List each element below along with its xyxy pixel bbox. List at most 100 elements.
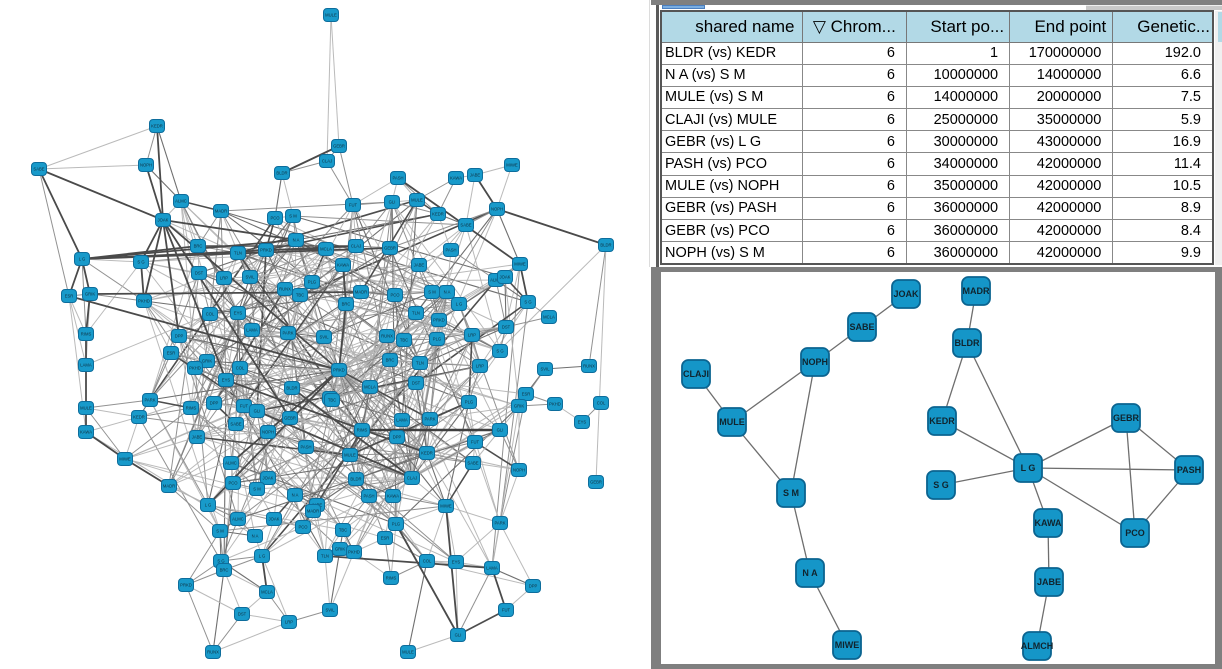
svg-text:PLG: PLG xyxy=(465,400,473,405)
svg-text:PASH: PASH xyxy=(392,176,403,181)
svg-text:GRIK: GRIK xyxy=(85,292,95,297)
svg-text:LAMA: LAMA xyxy=(486,566,498,571)
svg-text:EYS: EYS xyxy=(234,311,243,316)
svg-text:BRC: BRC xyxy=(342,302,351,307)
svg-text:LRP: LRP xyxy=(285,620,293,625)
svg-text:ESR: ESR xyxy=(167,351,176,356)
svg-text:MIWE: MIWE xyxy=(506,163,518,168)
svg-text:DPP: DPP xyxy=(175,334,184,339)
svg-text:PARK: PARK xyxy=(282,331,293,336)
svg-text:ESR: ESR xyxy=(522,392,531,397)
svg-text:FUT: FUT xyxy=(502,608,511,613)
svg-text:S G: S G xyxy=(496,349,503,354)
svg-text:PASH: PASH xyxy=(300,445,311,450)
svg-text:GRIK: GRIK xyxy=(335,547,345,552)
svg-text:PCO: PCO xyxy=(1125,528,1145,538)
svg-text:NOPH: NOPH xyxy=(513,468,525,473)
svg-text:ALMCH: ALMCH xyxy=(1021,641,1054,651)
svg-text:DPP: DPP xyxy=(210,401,219,406)
svg-text:GLI: GLI xyxy=(389,200,396,205)
svg-text:JOAK: JOAK xyxy=(158,218,169,223)
svg-text:PCO: PCO xyxy=(298,525,308,530)
svg-text:SVIL: SVIL xyxy=(325,608,335,613)
svg-text:PCO: PCO xyxy=(270,216,280,221)
svg-text:KAWA: KAWA xyxy=(80,430,92,435)
svg-text:KEDR: KEDR xyxy=(133,415,145,420)
svg-text:RIMS: RIMS xyxy=(386,576,397,581)
svg-text:JOAK: JOAK xyxy=(263,476,274,481)
svg-text:ALMC: ALMC xyxy=(175,199,187,204)
svg-text:GEBR: GEBR xyxy=(384,246,396,251)
svg-text:S M: S M xyxy=(428,290,436,295)
svg-text:MULE: MULE xyxy=(344,453,356,458)
svg-text:SABE: SABE xyxy=(230,422,241,427)
svg-text:MCLA: MCLA xyxy=(261,590,273,595)
svg-text:MADR: MADR xyxy=(163,484,175,489)
svg-text:SABE: SABE xyxy=(849,322,874,332)
svg-text:SABE: SABE xyxy=(33,167,44,172)
svg-text:PKHD: PKHD xyxy=(348,550,360,555)
svg-text:LAMA: LAMA xyxy=(80,363,92,368)
svg-text:FUT: FUT xyxy=(471,440,480,445)
svg-text:MCLA: MCLA xyxy=(320,247,332,252)
svg-text:JABE: JABE xyxy=(470,173,481,178)
svg-text:PRKD: PRKD xyxy=(433,318,445,323)
svg-text:SABE: SABE xyxy=(460,223,471,228)
svg-text:SVIL: SVIL xyxy=(319,335,329,340)
svg-text:PKHD: PKHD xyxy=(549,402,561,407)
svg-text:GEBR: GEBR xyxy=(590,480,602,485)
svg-text:MULE: MULE xyxy=(402,650,414,655)
svg-text:PLG: PLG xyxy=(433,337,441,342)
svg-text:N A: N A xyxy=(444,290,451,295)
svg-text:MIWE: MIWE xyxy=(835,640,860,650)
svg-text:NOPH: NOPH xyxy=(491,207,503,212)
svg-text:CLAJI: CLAJI xyxy=(683,369,709,379)
svg-text:COL: COL xyxy=(423,559,432,564)
svg-text:GRIK: GRIK xyxy=(202,359,212,364)
svg-text:RUNX: RUNX xyxy=(207,650,219,655)
svg-text:SVIL: SVIL xyxy=(540,367,550,372)
svg-text:MULE: MULE xyxy=(325,13,337,18)
svg-text:DST: DST xyxy=(195,271,204,276)
svg-text:ALMC: ALMC xyxy=(225,461,237,466)
svg-text:RUNX: RUNX xyxy=(279,287,291,292)
svg-text:S M: S M xyxy=(783,488,799,498)
svg-text:GRIK: GRIK xyxy=(514,404,524,409)
svg-text:TBC: TBC xyxy=(328,398,336,403)
svg-text:MULE: MULE xyxy=(411,198,423,203)
svg-text:TBC: TBC xyxy=(400,338,408,343)
svg-text:N A: N A xyxy=(252,534,259,539)
svg-text:PCO: PCO xyxy=(228,481,238,486)
svg-text:BRC: BRC xyxy=(194,244,203,249)
svg-text:BLDR: BLDR xyxy=(276,171,287,176)
svg-text:MCLA: MCLA xyxy=(543,315,555,320)
svg-text:TLN: TLN xyxy=(416,361,424,366)
svg-text:FUT: FUT xyxy=(349,203,358,208)
svg-text:DST: DST xyxy=(502,325,511,330)
svg-text:KEDR: KEDR xyxy=(432,212,444,217)
svg-text:MIWE: MIWE xyxy=(514,262,526,267)
svg-text:S M: S M xyxy=(216,529,224,534)
svg-text:EYS: EYS xyxy=(578,420,587,425)
svg-text:NOPH: NOPH xyxy=(140,163,152,168)
svg-text:COL: COL xyxy=(206,312,215,317)
svg-text:NOPH: NOPH xyxy=(262,430,274,435)
svg-text:S M: S M xyxy=(253,487,261,492)
svg-text:RUNX: RUNX xyxy=(583,364,595,369)
svg-text:CLAJ: CLAJ xyxy=(351,244,361,249)
svg-text:JABE: JABE xyxy=(1037,577,1061,587)
svg-text:S G: S G xyxy=(217,559,224,564)
svg-text:S G: S G xyxy=(933,480,949,490)
svg-text:BLDR: BLDR xyxy=(350,477,361,482)
svg-text:KEDR: KEDR xyxy=(929,416,955,426)
svg-text:TBC: TBC xyxy=(296,293,304,298)
svg-text:S G: S G xyxy=(524,300,531,305)
svg-text:SABE: SABE xyxy=(467,461,478,466)
svg-text:TBC: TBC xyxy=(339,528,347,533)
svg-text:KAWA: KAWA xyxy=(387,494,399,499)
svg-text:BLDR: BLDR xyxy=(286,386,297,391)
svg-text:RIMS: RIMS xyxy=(357,428,368,433)
svg-text:KEDR: KEDR xyxy=(421,451,433,456)
svg-text:TLN: TLN xyxy=(234,251,242,256)
svg-text:CLAJ: CLAJ xyxy=(407,476,417,481)
